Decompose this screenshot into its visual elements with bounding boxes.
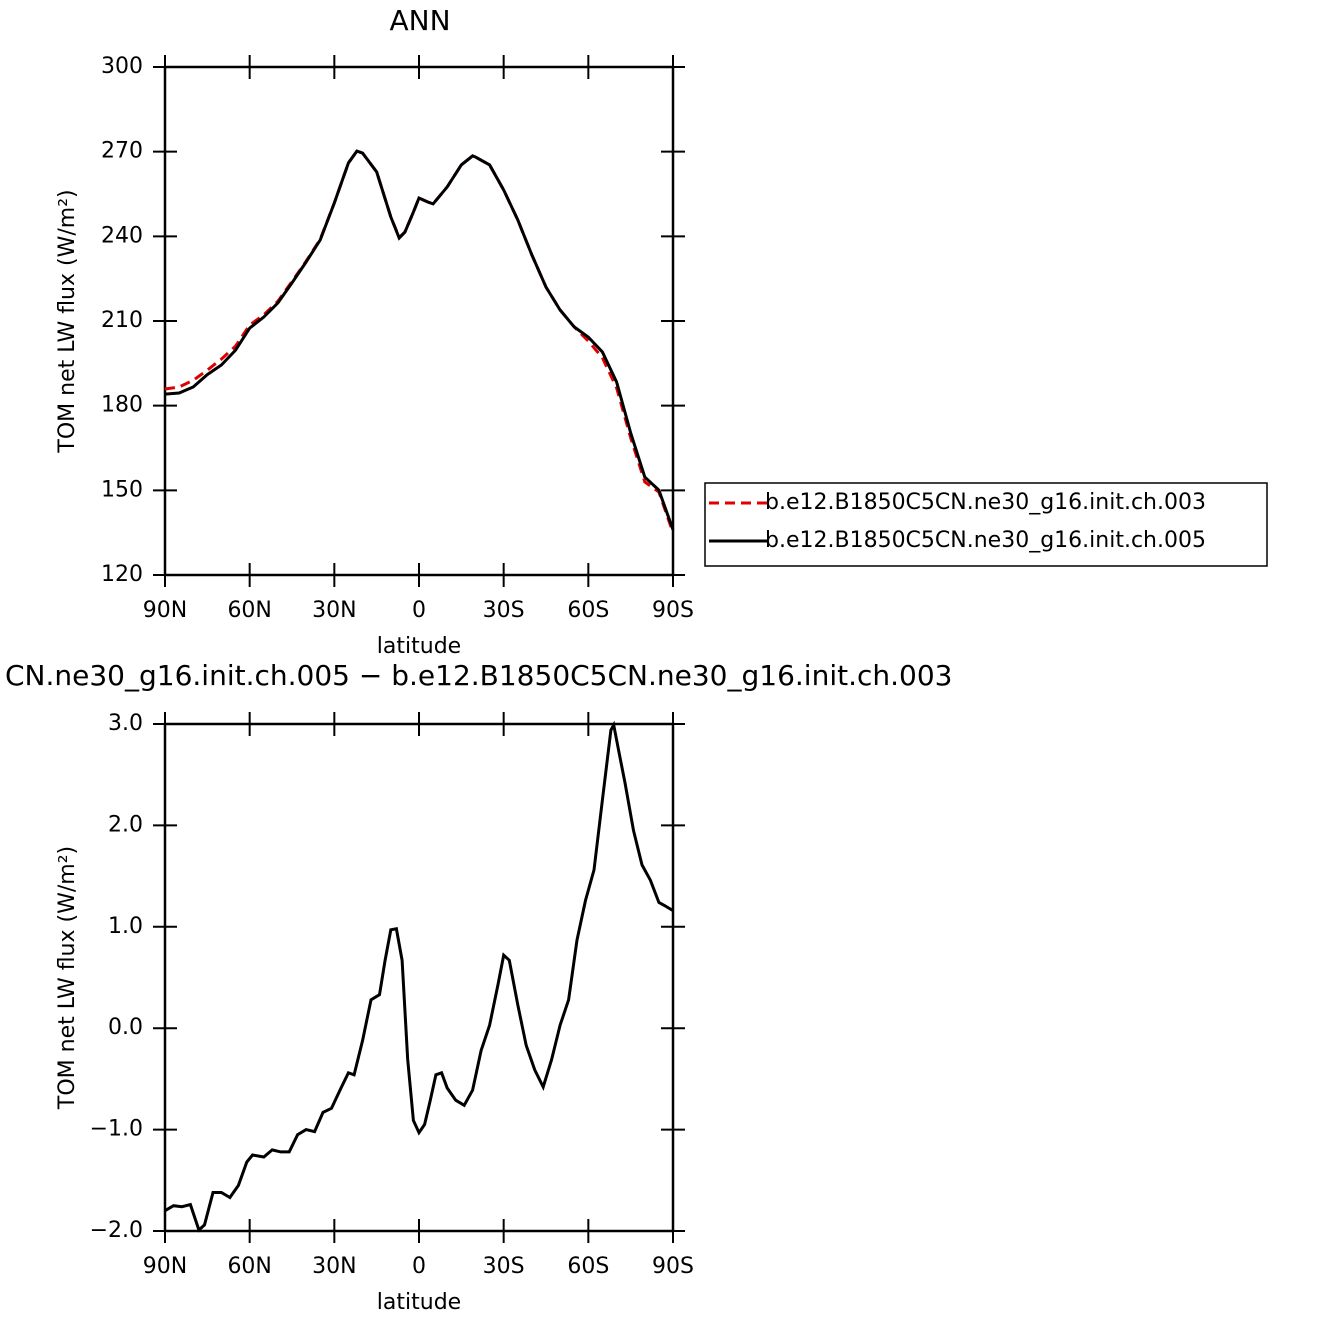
y-tick-label: 1.0 — [108, 914, 143, 939]
y-tick-label: 270 — [101, 139, 143, 164]
x-tick-label: 90N — [143, 598, 187, 623]
y-tick-label: −1.0 — [90, 1117, 143, 1142]
x-tick-label: 90S — [652, 598, 694, 623]
x-tick-label: 90S — [652, 1254, 694, 1279]
y-axis-label: TOM net LW flux (W/m²) — [55, 846, 80, 1110]
x-tick-label: 60N — [227, 598, 271, 623]
x-axis-label: latitude — [377, 634, 461, 659]
y-tick-label: 3.0 — [108, 711, 143, 736]
x-tick-label: 60S — [567, 1254, 609, 1279]
x-axis-label: latitude — [377, 1290, 461, 1315]
x-tick-label: 0 — [412, 1254, 426, 1279]
y-tick-label: 0.0 — [108, 1015, 143, 1040]
legend-box — [704, 482, 1268, 567]
y-tick-label: 180 — [101, 393, 143, 418]
x-tick-label: 30S — [483, 1254, 525, 1279]
legend-label: b.e12.B1850C5CN.ne30_g16.init.ch.003 — [765, 490, 1206, 515]
chart-title: CN.ne30_g16.init.ch.005 − b.e12.B1850C5C… — [5, 659, 952, 692]
x-tick-label: 30S — [483, 598, 525, 623]
data-line — [164, 149, 675, 531]
plot-frame — [163, 65, 675, 577]
y-axis-label: TOM net LW flux (W/m²) — [55, 189, 80, 453]
legend-label: b.e12.B1850C5CN.ne30_g16.init.ch.005 — [765, 528, 1206, 553]
y-tick-label: 300 — [101, 54, 143, 79]
x-tick-label: 0 — [412, 598, 426, 623]
x-tick-label: 60N — [227, 1254, 271, 1279]
y-tick-label: −2.0 — [90, 1218, 143, 1243]
x-tick-label: 30N — [312, 1254, 356, 1279]
y-tick-label: 240 — [101, 223, 143, 248]
y-tick-label: 2.0 — [108, 812, 143, 837]
y-tick-label: 150 — [101, 477, 143, 502]
data-line — [164, 720, 674, 1233]
y-tick-label: 210 — [101, 308, 143, 333]
x-tick-label: 60S — [567, 598, 609, 623]
x-tick-label: 90N — [143, 1254, 187, 1279]
chart-title: ANN — [389, 4, 450, 37]
plot-frame — [163, 722, 675, 1233]
y-tick-label: 120 — [101, 562, 143, 587]
x-tick-label: 30N — [312, 598, 356, 623]
